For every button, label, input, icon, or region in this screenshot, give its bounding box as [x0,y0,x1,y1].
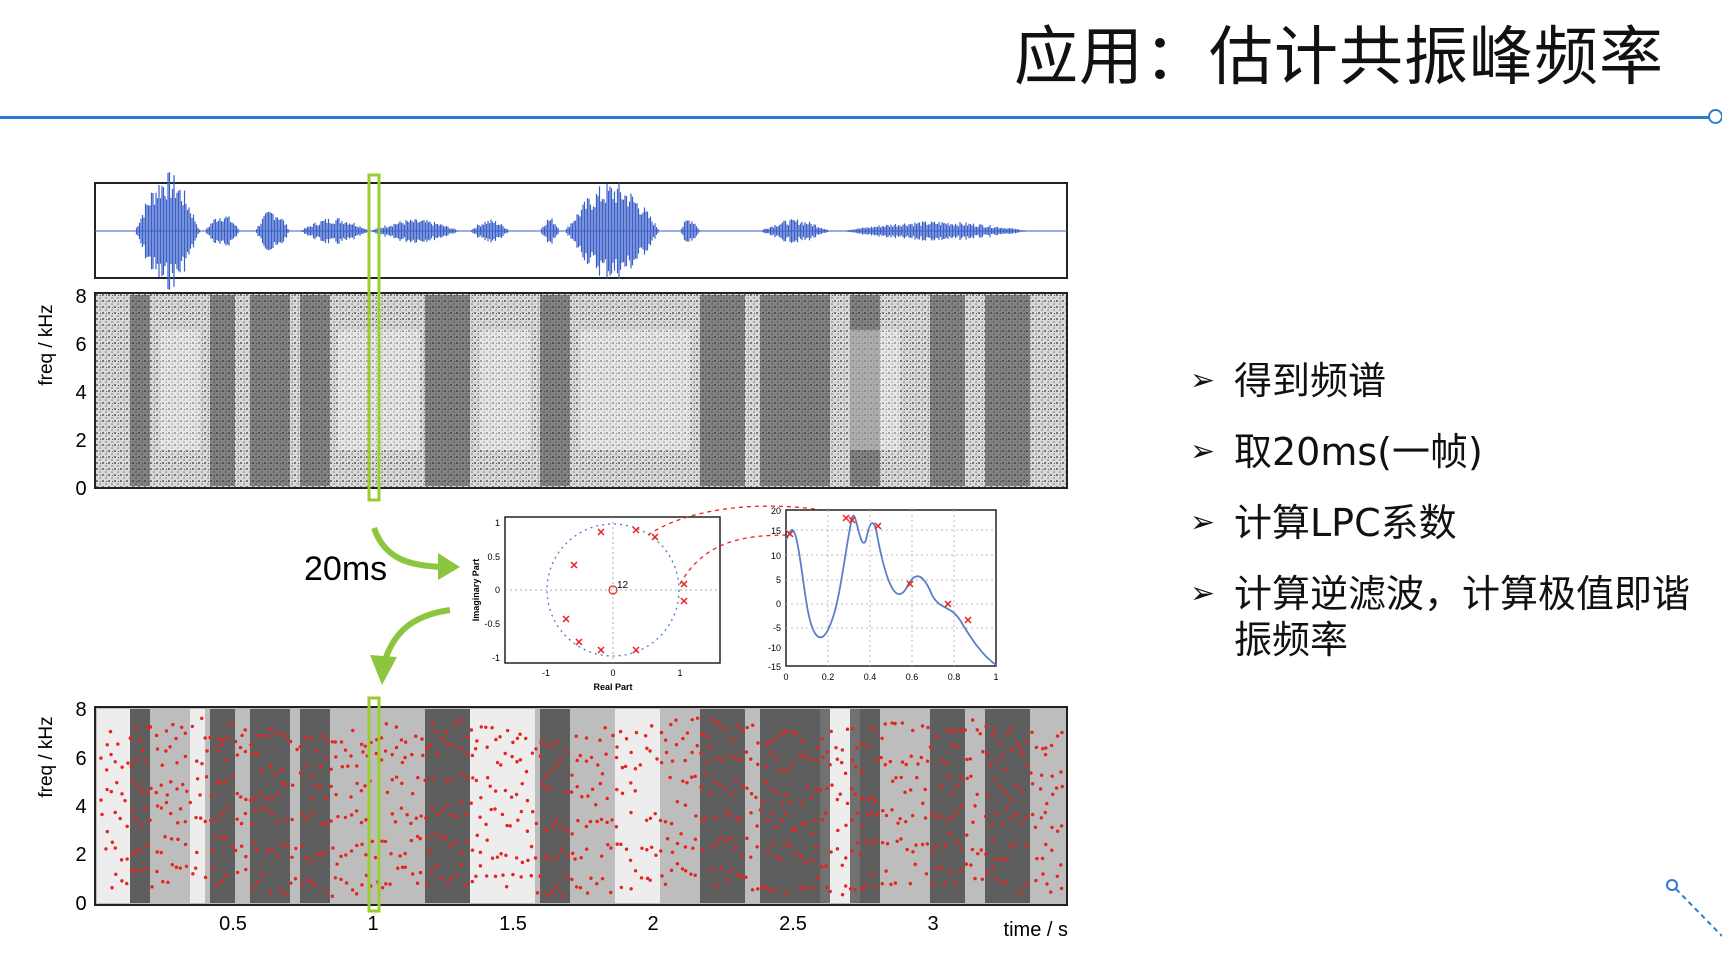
slide-title: 应用：估计共振峰频率 [1014,21,1664,95]
corner-decoration [1666,879,1722,937]
bullet-item: ➢ 得到频谱 [1190,358,1700,404]
time-tick: 3 [927,913,938,935]
arrow-bullet-icon: ➢ [1190,505,1216,540]
upper-spectrogram [94,292,1068,489]
pole-plot-ylabel: Imaginary Part [471,559,481,622]
pole-plot-annotation: 12 [617,580,629,591]
upper-freq-tick: 4 [75,382,86,404]
pole-plot-xtick: 1 [677,668,682,678]
upper-freq-label: freq / kHz [36,304,57,385]
selected-frame-box-lower [367,696,381,913]
arrow-to-lower-spectrogram-head [370,655,397,685]
upper-freq-tick: 2 [75,430,86,452]
spectrum-xtick: 0.6 [906,672,919,682]
bullet-list: ➢ 得到频谱 ➢ 取20ms(一帧) ➢ 计算LPC系数 ➢ 计算逆滤波，计算极值即谐振… [1190,358,1700,688]
pole-plot-ytick: -0.5 [484,619,500,629]
spectrum-ytick: -10 [768,643,781,653]
spectrum-ytick: 10 [771,551,781,561]
lpc-spectrum-plot: 0 0.2 0.4 0.6 0.8 1 20 15 10 5 0 -5 -10 … [768,506,999,682]
pole-plot-ytick: -1 [492,653,500,663]
lower-freq-tick: 4 [75,796,86,818]
time-axis: 0.5 1 1.5 2 2.5 3 time / s [219,913,1068,941]
lower-freq-tick: 8 [75,699,86,721]
spectrum-xtick: 0.8 [948,672,961,682]
arrow-bullet-icon: ➢ [1190,434,1216,469]
pole-zero-plot: 12 Real Part Imaginary Part -1 0 1 1 0.5… [471,516,721,692]
bullet-text: 取20ms(一帧) [1234,430,1483,474]
time-tick: 0.5 [219,913,247,935]
formant-estimation-figure: freq / kHz 8 6 4 2 0 20ms 12 Real Part I… [36,172,1068,941]
pole-plot-xtick: 0 [610,668,615,678]
arrow-to-lower-spectrogram [382,607,451,661]
lower-freq-tick: 6 [75,748,86,770]
spectrum-ytick: 15 [771,526,781,536]
spectrum-xtick: 1 [993,672,998,682]
lower-freq-tick: 2 [75,844,86,866]
time-tick: 1 [367,913,378,935]
bullet-item: ➢ 计算逆滤波，计算极值即谐振频率 [1190,571,1700,663]
pole-to-spectrum-connector [679,534,791,585]
lower-freq-tick: 0 [75,893,86,915]
time-tick: 1.5 [499,913,527,935]
spectrum-ytick: 5 [776,575,781,585]
upper-freq-axis: freq / kHz 8 6 4 2 0 [36,286,87,500]
upper-freq-tick: 6 [75,334,86,356]
bullet-item: ➢ 取20ms(一帧) [1190,429,1700,475]
spectrum-ytick: -5 [773,623,781,633]
frame-duration-label: 20ms [304,550,387,588]
spectrum-ytick: -15 [768,662,781,672]
arrow-to-pole-plot [371,526,441,570]
time-tick: 2.5 [779,913,807,935]
bullet-item: ➢ 计算LPC系数 [1190,500,1700,546]
upper-freq-tick: 0 [75,478,86,500]
title-rule [0,116,1712,119]
pole-plot-ytick: 1 [495,518,500,528]
spectrum-xtick: 0 [783,672,788,682]
lower-freq-label: freq / kHz [36,716,57,797]
lower-spectrogram [94,706,1068,906]
pole-to-spectrum-connector [647,505,856,536]
pole-plot-xlabel: Real Part [593,682,632,692]
time-axis-label: time / s [1004,919,1068,941]
waveform-panel [94,172,1068,290]
bullet-text: 计算LPC系数 [1234,501,1457,545]
lower-freq-axis: freq / kHz 8 6 4 2 0 [36,699,87,915]
time-tick: 2 [647,913,658,935]
bullet-text: 计算逆滤波，计算极值即谐振频率 [1234,572,1691,662]
pole-plot-ytick: 0.5 [487,552,500,562]
title-rule-end-circle [1708,109,1722,124]
arrow-bullet-icon: ➢ [1190,363,1216,398]
pole-plot-ytick: 0 [495,585,500,595]
upper-freq-tick: 8 [75,286,86,308]
bullet-text: 得到频谱 [1234,359,1387,403]
spectrum-ytick: 20 [771,506,781,516]
spectrum-ytick: 0 [776,599,781,609]
formant-tracks [99,716,1064,898]
spectrum-xtick: 0.2 [822,672,835,682]
arrow-to-pole-plot-head [438,553,460,580]
arrow-bullet-icon: ➢ [1190,576,1216,611]
spectrum-xtick: 0.4 [864,672,877,682]
pole-plot-xtick: -1 [542,668,550,678]
selected-frame-box-upper [367,173,381,502]
